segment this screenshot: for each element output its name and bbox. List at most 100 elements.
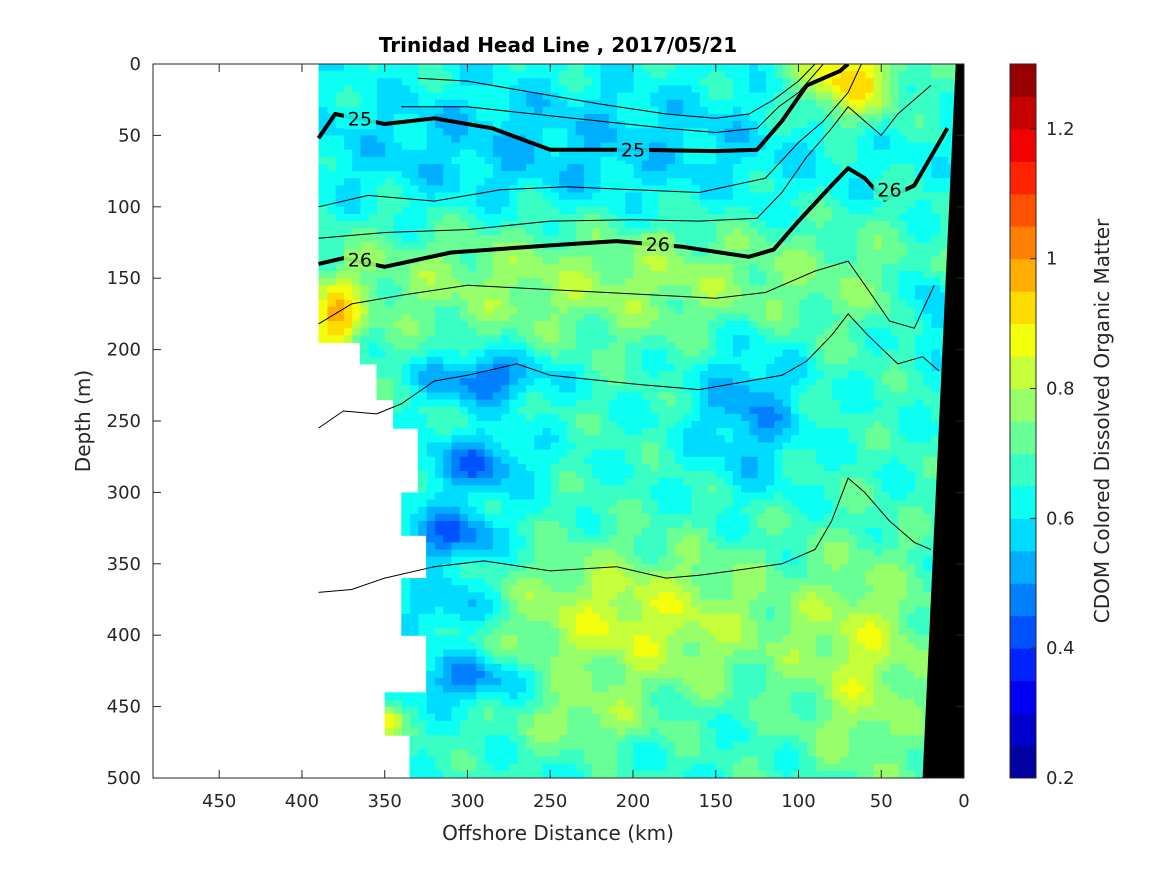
heat-cell <box>872 221 882 229</box>
heat-cell <box>897 235 907 244</box>
heat-cell <box>434 163 444 172</box>
heat-cell <box>831 485 841 493</box>
heat-cell <box>864 192 874 201</box>
heat-cell <box>335 192 344 201</box>
heat-cell <box>434 435 444 444</box>
heat-cell <box>773 371 783 379</box>
heat-cell <box>409 321 419 329</box>
heat-cell <box>897 128 907 136</box>
heat-cell <box>459 463 469 472</box>
heat-cell <box>508 149 518 158</box>
heat-cell <box>831 513 841 522</box>
heat-cell <box>806 99 816 108</box>
heat-cell <box>500 306 510 315</box>
heat-cell <box>682 249 692 258</box>
heat-cell <box>699 106 709 115</box>
heat-cell <box>732 192 742 201</box>
heat-cell <box>781 199 791 208</box>
heat-cell <box>450 263 460 272</box>
heat-cell <box>608 78 618 87</box>
heat-cell <box>517 442 526 451</box>
heat-cell <box>541 478 551 486</box>
heat-cell <box>401 221 411 229</box>
heat-cell <box>715 121 725 129</box>
heat-cell <box>690 178 700 186</box>
heat-cell <box>790 278 800 286</box>
heat-cell <box>335 106 344 115</box>
heat-cell <box>409 71 419 79</box>
heat-cell <box>724 142 733 151</box>
heat-cell <box>790 256 800 265</box>
heat-cell <box>417 135 427 144</box>
heat-cell <box>699 313 709 322</box>
heat-cell <box>500 528 510 536</box>
heat-cell <box>798 535 808 543</box>
heat-cell <box>599 263 609 272</box>
heat-cell <box>550 256 560 265</box>
heat-cell <box>508 135 518 144</box>
heat-cell <box>773 506 783 515</box>
heat-cell <box>798 435 808 444</box>
heat-cell <box>492 356 502 365</box>
heat-cell <box>566 228 576 236</box>
heat-cell <box>583 499 593 508</box>
heat-cell <box>384 313 394 322</box>
heat-cell <box>508 321 518 329</box>
heat-cell <box>839 428 849 436</box>
heat-cell <box>649 185 659 194</box>
heat-cell <box>947 128 957 136</box>
heat-cell <box>864 299 874 308</box>
heat-cell <box>343 313 353 322</box>
heat-cell <box>815 542 824 551</box>
heat-cell <box>368 135 378 144</box>
heat-cell <box>426 349 435 358</box>
heat-cell <box>583 213 593 222</box>
heat-cell <box>641 335 651 344</box>
heat-cell <box>608 306 618 315</box>
heat-cell <box>492 163 502 172</box>
heat-cell <box>798 478 808 486</box>
heat-cell <box>475 156 485 165</box>
heat-cell <box>392 271 402 279</box>
heat-cell <box>757 470 766 479</box>
heat-cell <box>699 171 709 179</box>
heat-cell <box>881 506 891 515</box>
heat-cell <box>558 221 568 229</box>
heat-cell <box>599 71 609 79</box>
heat-cell <box>417 271 427 279</box>
heat-cell <box>806 392 816 401</box>
heat-cell <box>541 499 551 508</box>
heat-cell <box>831 299 841 308</box>
heat-cell <box>467 520 477 529</box>
heat-cell <box>450 213 460 222</box>
heat-cell <box>732 513 742 522</box>
heat-cell <box>757 313 766 322</box>
heat-cell <box>376 278 386 286</box>
heat-cell <box>550 142 560 151</box>
heat-cell <box>591 342 601 351</box>
heat-cell <box>674 349 684 358</box>
heat-cell <box>500 64 510 72</box>
heat-cell <box>839 421 849 429</box>
heat-cell <box>699 321 709 329</box>
heat-cell <box>823 528 833 536</box>
heat-cell <box>906 206 915 215</box>
heat-cell <box>856 228 866 236</box>
heat-cell <box>641 306 651 315</box>
heat-cell <box>897 292 907 301</box>
heat-cell <box>906 149 915 158</box>
heat-cell <box>897 64 907 72</box>
heat-cell <box>666 363 675 372</box>
heat-cell <box>707 492 717 501</box>
heat-cell <box>591 249 601 258</box>
heat-cell <box>450 342 460 351</box>
heat-cell <box>707 199 717 208</box>
heat-cell <box>500 435 510 444</box>
heat-cell <box>409 163 419 172</box>
heat-cell <box>575 328 584 336</box>
heat-cell <box>632 256 642 265</box>
heat-cell <box>326 221 336 229</box>
heat-cell <box>790 242 800 251</box>
heat-cell <box>558 78 568 87</box>
heat-cell <box>318 142 328 151</box>
